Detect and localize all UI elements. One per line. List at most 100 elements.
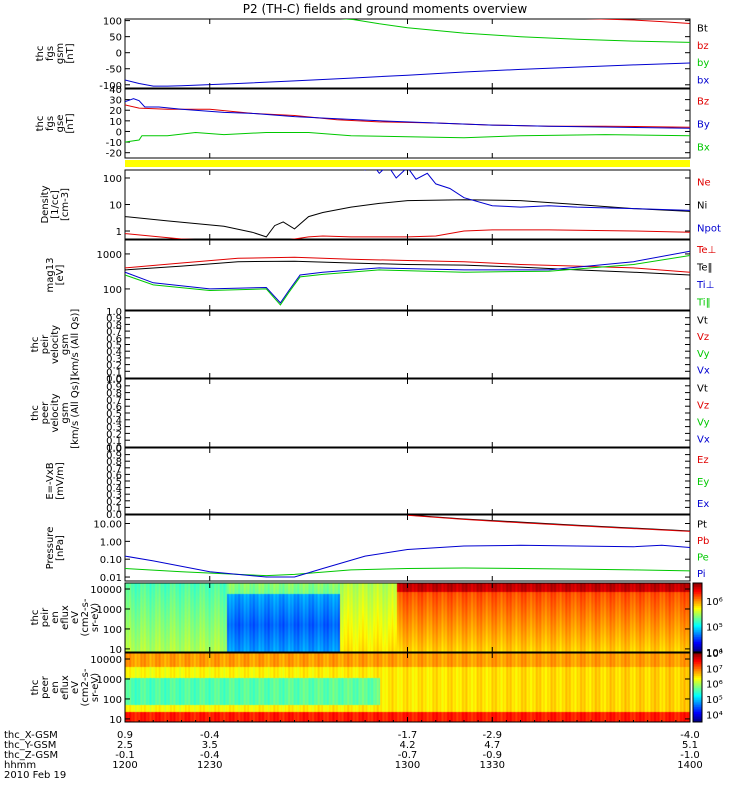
x-tick-label: 5.1 <box>682 740 698 751</box>
x-tick-label: 1300 <box>395 760 420 771</box>
y-tick-label: 0.8 <box>106 389 122 400</box>
colorbar-segment <box>693 656 702 659</box>
series-line-Pt <box>407 515 690 532</box>
x-row-label: hhmm <box>4 760 36 771</box>
colorbar-segment <box>693 696 702 699</box>
colorbar-segment <box>693 608 702 612</box>
colorbar-segment <box>693 603 702 606</box>
colorbar-segment <box>693 588 702 591</box>
y-axis-label: peir <box>40 607 51 627</box>
y-axis-label: [eV] <box>55 265 66 286</box>
y-tick-label: 0.1 <box>106 503 122 514</box>
legend-item-Vz: Vz <box>697 401 709 412</box>
colorbar-segment <box>693 711 702 714</box>
panel-peir_spec: 10⁴ 10⁵ 10⁶ 10 100 1000 10000 thc peir en eflux eV(… <box>30 582 723 659</box>
x-tick-label: 1230 <box>197 760 222 771</box>
colorbar-segment <box>693 699 702 702</box>
x-row-label: thc_Y-GSM <box>4 740 56 751</box>
y-tick-label: 0.3 <box>106 490 122 501</box>
colorbar-tick-label: 10⁵ <box>706 695 723 706</box>
colorbar-tick-label: 10⁷ <box>706 664 723 675</box>
legend-item-Te⊥: Te⊥ <box>696 245 716 256</box>
panel-peer_spec: 10⁴ 10⁵ 10⁶ 10⁷ 10⁸ 10 100 1000 10000 thc peer en ef… <box>30 649 723 726</box>
y-tick-label: 1 <box>116 227 122 238</box>
panel-pressure: 0.01 0.10 1.00 10.00 Pressure [nPa] Pt Pb Pe Pi <box>45 514 709 584</box>
colorbar-frame <box>692 652 703 723</box>
y-tick-label: 100 <box>103 174 122 185</box>
y-axis-label: [mV/m] <box>55 462 66 500</box>
legend-item-Bt: Bt <box>697 24 708 35</box>
legend-item-by: by <box>697 58 709 69</box>
y-tick-label: 0.4 <box>106 347 122 358</box>
panel-temperature: 100 1000 mag13 [eV] Te⊥ Te‖ Ti⊥ Ti‖ <box>45 239 716 311</box>
y-axis-label: eV <box>70 681 81 694</box>
y-tick-label: 1.0 <box>106 375 122 386</box>
x-tick-label: -1.7 <box>398 730 418 741</box>
figure-title: P2 (TH-C) fields and ground moments over… <box>243 2 528 16</box>
y-axis-label: [nPa] <box>55 535 66 561</box>
colorbar-segment <box>693 715 702 718</box>
y-tick-label: 1.0 <box>106 444 122 455</box>
y-axis-label: gsm <box>60 334 71 355</box>
series-line-By <box>125 98 690 129</box>
colorbar-segment <box>693 670 702 673</box>
y-tick-label: 0.5 <box>106 409 122 420</box>
colorbar-segment <box>693 675 702 678</box>
legend-item-Ti‖: Ti‖ <box>696 297 711 308</box>
y-tick-label: 0.9 <box>106 314 122 325</box>
colorbar-segment <box>693 709 702 713</box>
panel-frame <box>124 378 691 448</box>
legend-item-Ey: Ey <box>697 477 709 488</box>
colorbar-segment <box>693 718 702 721</box>
y-axis-label: Pressure <box>45 527 56 570</box>
colorbar-segment <box>693 607 702 610</box>
y-tick-label: 1000 <box>97 605 122 616</box>
y-tick-label: 0.01 <box>100 573 122 584</box>
colorbar-segment <box>693 583 702 586</box>
spectrogram-image <box>125 583 690 652</box>
y-axis-label: peer <box>40 675 51 699</box>
legend-item-Bx: Bx <box>697 143 710 154</box>
x-tick-label: -0.1 <box>115 750 135 761</box>
colorbar-segment <box>693 677 702 680</box>
colorbar-segment <box>693 648 702 651</box>
x-tick-label: 1200 <box>112 760 137 771</box>
y-tick-label: 0.6 <box>106 334 122 345</box>
colorbar-segment <box>693 595 702 598</box>
colorbar-segment <box>693 692 702 695</box>
y-axis-label: gsm <box>60 402 71 423</box>
panel-efield: 0.00.10.20.30.40.50.60.70.80.91.0E=-VxB[… <box>45 444 709 521</box>
panel-frame <box>124 169 691 240</box>
colorbar-segment <box>693 619 702 622</box>
colorbar-segment <box>693 661 702 664</box>
colorbar-segment <box>693 685 702 688</box>
y-tick-label: 0.8 <box>106 320 122 331</box>
y-axis-label: thc <box>35 46 46 62</box>
legend-item-Te‖: Te‖ <box>696 262 713 273</box>
y-tick-label: 1000 <box>97 250 122 261</box>
series-line-Bz <box>125 104 690 128</box>
colorbar-tick-label: 10⁴ <box>706 648 723 659</box>
legend-item-Vt: Vt <box>697 384 708 395</box>
legend-item-Vy: Vy <box>697 418 710 429</box>
legend-item-Vz: Vz <box>697 332 709 343</box>
colorbar-segment <box>693 646 702 650</box>
y-tick-label: 0.0 <box>106 443 122 454</box>
y-axis-label: peir <box>40 334 51 354</box>
y-tick-label: 0.7 <box>106 327 122 338</box>
x-tick-label: -0.4 <box>200 750 220 761</box>
legend-item-Vx: Vx <box>697 435 710 446</box>
legend-item-Ti⊥: Ti⊥ <box>696 280 714 291</box>
y-axis-label: eflux <box>60 605 71 630</box>
y-tick-label: 10 <box>109 645 122 656</box>
y-tick-label: 0.6 <box>106 402 122 413</box>
y-axis-label: thc <box>30 337 41 353</box>
colorbar-segment <box>693 665 702 668</box>
colorbar-tick-label: 10⁶ <box>706 680 723 691</box>
y-axis-label: E=-VxB <box>45 462 56 499</box>
series-line-Pi <box>125 544 690 578</box>
y-tick-label: 0.10 <box>100 555 122 566</box>
series-line-Te⊥ <box>125 256 690 273</box>
